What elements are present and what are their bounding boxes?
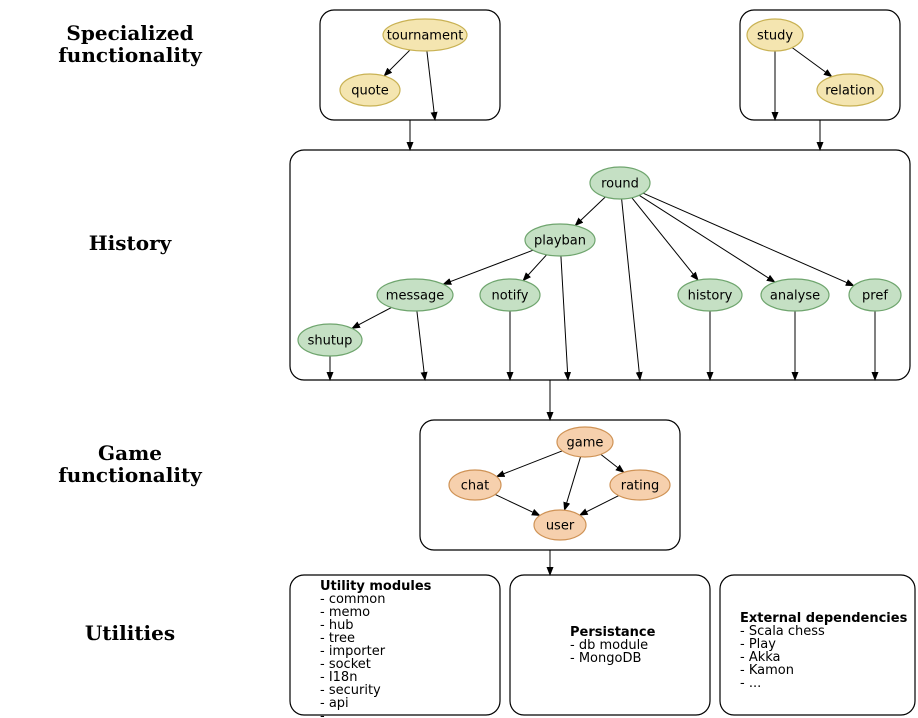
node-label-study: study [757,29,793,44]
groups-layer [290,10,915,715]
util-item-utility-modules-9: - ... [320,709,341,718]
section-label-specialized: Specializedfunctionality [58,21,203,67]
node-label-game: game [567,436,604,451]
edge-13 [561,256,568,380]
edge-12 [523,255,546,281]
node-label-tournament: tournament [387,29,464,44]
edge-2 [792,48,832,77]
node-label-history: history [688,289,733,304]
node-label-playban: playban [534,234,586,249]
node-label-user: user [546,519,575,534]
section-label-utilities: Utilities [85,621,175,645]
node-label-relation: relation [825,84,875,99]
edge-23 [601,454,624,472]
section-label-game: Gamefunctionality [58,441,203,487]
node-label-round: round [601,177,639,192]
edge-7 [632,198,698,280]
edge-11 [443,250,533,284]
util-item-persistance-1: - MongoDB [570,651,641,666]
node-label-notify: notify [492,289,529,304]
edge-6 [575,197,605,226]
util-item-external-deps-4: - ... [740,676,761,691]
node-label-pref: pref [862,289,888,304]
edge-26 [580,496,619,516]
edge-25 [495,494,540,515]
edge-14 [352,308,391,329]
node-label-message: message [386,289,444,304]
edge-10 [622,199,640,380]
edge-1 [427,51,435,120]
utility-text-layer: Utility modules- common- memo- hub- tree… [320,579,908,718]
edge-0 [384,50,410,76]
node-label-chat: chat [461,479,489,494]
edge-9 [643,193,854,286]
section-label-history: History [89,231,173,255]
nodes-layer: tournament quote study relation round playban… [298,19,901,540]
edge-15 [417,311,425,380]
node-label-analyse: analyse [770,289,820,304]
node-label-quote: quote [351,84,389,99]
node-label-rating: rating [621,479,660,494]
edge-24 [564,457,580,510]
edge-22 [497,451,563,477]
section-labels-layer: Specializedfunctionality History Gamefunct… [58,21,203,645]
edge-8 [639,195,775,282]
node-label-shutup: shutup [308,334,353,349]
